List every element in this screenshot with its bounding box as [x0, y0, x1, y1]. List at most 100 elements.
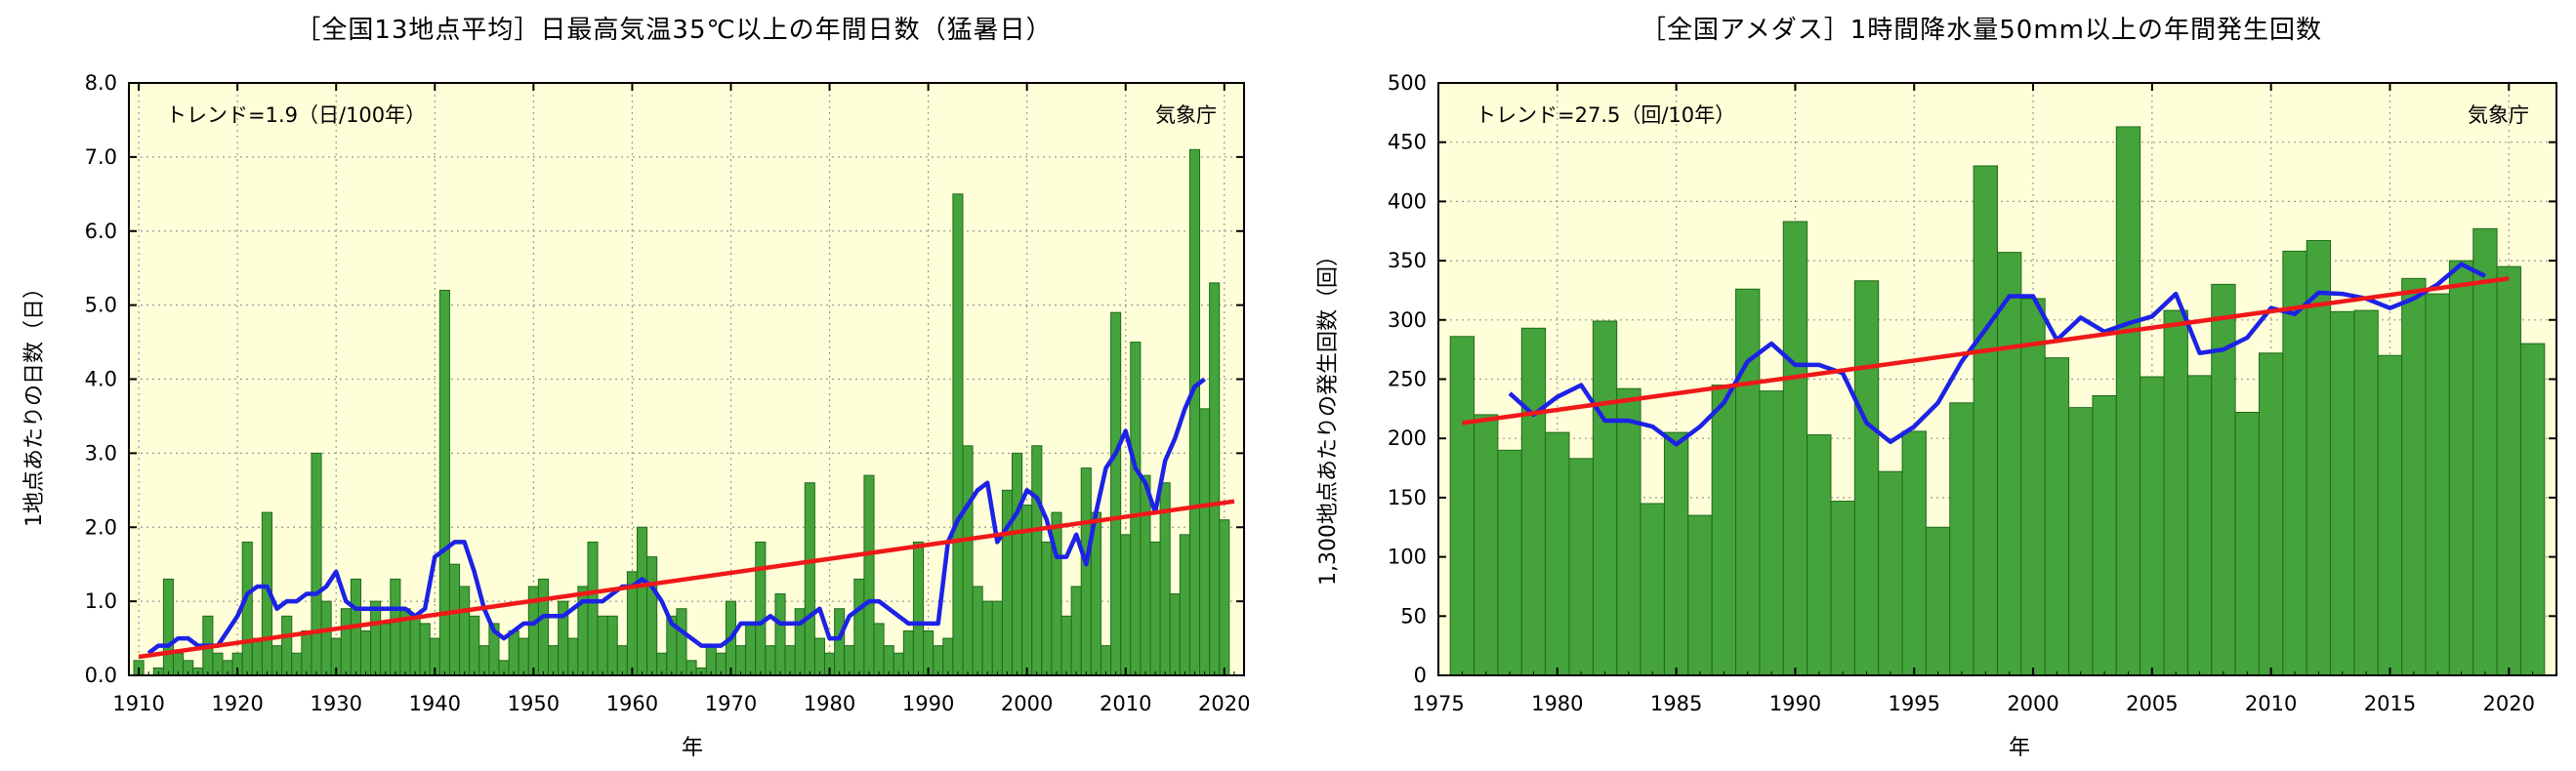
moving-average-line: [146, 377, 1206, 655]
bar: [2020, 298, 2046, 676]
bar: [1070, 586, 1082, 676]
y-tick-label: 300: [1388, 308, 1427, 332]
bar: [1759, 390, 1784, 676]
bar: [1219, 519, 1230, 676]
x-tick-label: 1975: [1412, 692, 1464, 715]
x-tick-label: 1990: [1769, 692, 1821, 715]
x-tick-label: 1960: [606, 692, 658, 715]
bar: [162, 578, 174, 676]
bar: [301, 629, 312, 676]
bar: [735, 645, 747, 676]
bar: [2092, 394, 2117, 676]
x-tick-label: 1980: [804, 692, 855, 715]
x-tick-label: 2010: [2245, 692, 2297, 715]
bar: [281, 615, 293, 676]
bar: [853, 578, 865, 676]
bar: [1209, 282, 1221, 676]
bar: [942, 637, 954, 676]
bar: [1878, 470, 1903, 676]
bar: [1925, 526, 1951, 676]
bar: [1169, 593, 1181, 676]
bar: [1012, 452, 1023, 676]
bar: [1640, 503, 1665, 676]
bar: [1616, 387, 1641, 676]
x-tick-label: 2020: [2483, 692, 2535, 715]
bar: [567, 637, 579, 676]
bar: [2472, 227, 2498, 676]
trend-line: [138, 499, 1235, 660]
bar: [2425, 293, 2450, 676]
x-axis-label: 年: [2008, 736, 2030, 760]
bar: [1997, 252, 2022, 676]
bar: [1497, 449, 1522, 676]
x-tick-label: 2005: [2126, 692, 2178, 715]
bar: [705, 645, 717, 676]
x-tick-label: 2000: [2007, 692, 2058, 715]
bar: [676, 608, 687, 676]
bar: [2448, 260, 2474, 676]
bar: [469, 615, 480, 676]
bar: [548, 645, 560, 676]
bar: [1807, 434, 1832, 676]
bar: [2519, 343, 2546, 676]
bar: [459, 586, 471, 676]
bar: [1735, 288, 1761, 676]
y-tick-label: 6.0: [85, 220, 117, 243]
bar: [241, 541, 253, 676]
bar: [863, 474, 875, 676]
bar: [981, 600, 993, 676]
y-tick-label: 500: [1388, 71, 1427, 95]
x-tick-label: 1930: [311, 692, 362, 715]
bar: [1060, 615, 1072, 676]
bar: [2068, 407, 2094, 676]
y-tick-label: 400: [1388, 189, 1427, 213]
x-axis-label: 年: [681, 736, 703, 760]
chart-panel-hot-days: ［全国13地点平均］日最高気温35℃以上の年間日数（猛暑日） 1地点あたりの日数…: [0, 0, 1279, 771]
bar: [1949, 402, 1974, 676]
bar: [1080, 467, 1092, 676]
bar: [448, 563, 461, 676]
bar: [2186, 375, 2213, 676]
bar: [902, 629, 914, 676]
bar: [774, 593, 786, 676]
bar: [1188, 148, 1201, 676]
bar: [360, 629, 372, 676]
bar: [2401, 277, 2427, 676]
bar: [508, 629, 519, 676]
bar: [1568, 458, 1594, 676]
bar: [2115, 126, 2141, 676]
y-tick-label: 0: [1414, 664, 1427, 687]
bar: [1687, 514, 1713, 676]
bar: [311, 452, 322, 676]
trend-annotation: トレンド=27.5（回/10年）: [1475, 103, 1735, 127]
bar: [251, 637, 263, 676]
bar: [2140, 376, 2165, 676]
bar: [813, 637, 825, 676]
chart-plot: 0.0 1.0 2.0 3.0 4.0 5.0 6.0 7.0 8.0 1910 1920 1930 1…: [85, 71, 1251, 715]
bar: [2353, 309, 2379, 676]
bar: [1100, 645, 1112, 676]
y-tick-label: 100: [1388, 546, 1427, 569]
x-tick-label: 1940: [409, 692, 461, 715]
bar: [1179, 534, 1190, 676]
bar: [616, 645, 628, 676]
bar: [1782, 221, 1808, 676]
x-tick-label: 1990: [902, 692, 954, 715]
bar: [765, 645, 776, 676]
bar: [518, 637, 529, 676]
bar: [912, 541, 925, 676]
bar: [1973, 165, 1998, 676]
bar: [1140, 474, 1151, 676]
bar: [2234, 411, 2260, 676]
x-tick-label: 1970: [705, 692, 757, 715]
source-annotation: 気象庁: [1155, 103, 1217, 127]
bar: [1120, 534, 1132, 676]
y-tick-label: 450: [1388, 131, 1427, 154]
bar: [597, 615, 608, 676]
bar: [537, 578, 550, 676]
bar: [2496, 265, 2521, 676]
x-tick-label: 1980: [1531, 692, 1583, 715]
bar: [587, 541, 599, 676]
bar: [1031, 445, 1043, 676]
x-tick-label: 1910: [112, 692, 164, 715]
